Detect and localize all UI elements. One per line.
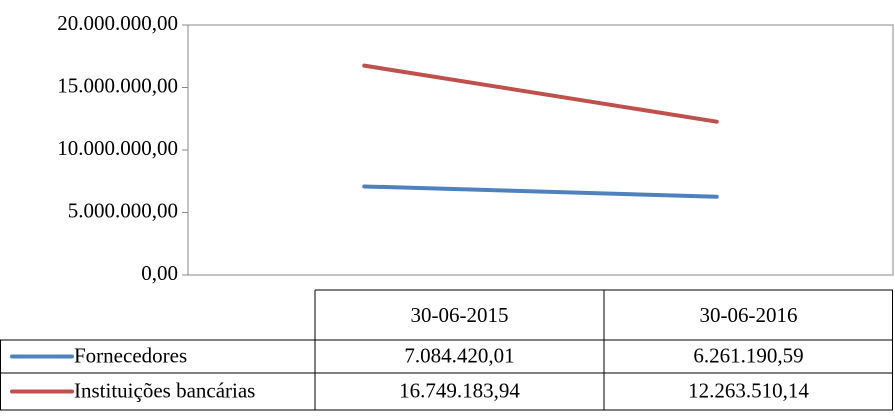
series-line — [362, 63, 719, 124]
data-label: 16.749.183,94 — [399, 378, 520, 402]
y-tick-label: 10.000.000,00 — [57, 136, 178, 160]
legend-label: Fornecedores — [74, 343, 187, 367]
data-label: 7.084.420,01 — [404, 343, 514, 367]
data-label: 6.261.190,59 — [693, 343, 803, 367]
x-category-label: 30-06-2016 — [700, 303, 798, 327]
x-category-label: 30-06-2015 — [411, 303, 509, 327]
y-tick-label: 20.000.000,00 — [57, 11, 178, 35]
y-tick-label: 15.000.000,00 — [57, 73, 178, 97]
plot-area — [187, 24, 894, 276]
data-label: 12.263.510,14 — [688, 378, 809, 402]
y-tick-label: 5.000.000,00 — [68, 198, 178, 222]
series-line — [362, 184, 719, 199]
legend-label: Instituições bancárias — [74, 378, 255, 402]
y-tick-label: 0,00 — [141, 261, 178, 285]
